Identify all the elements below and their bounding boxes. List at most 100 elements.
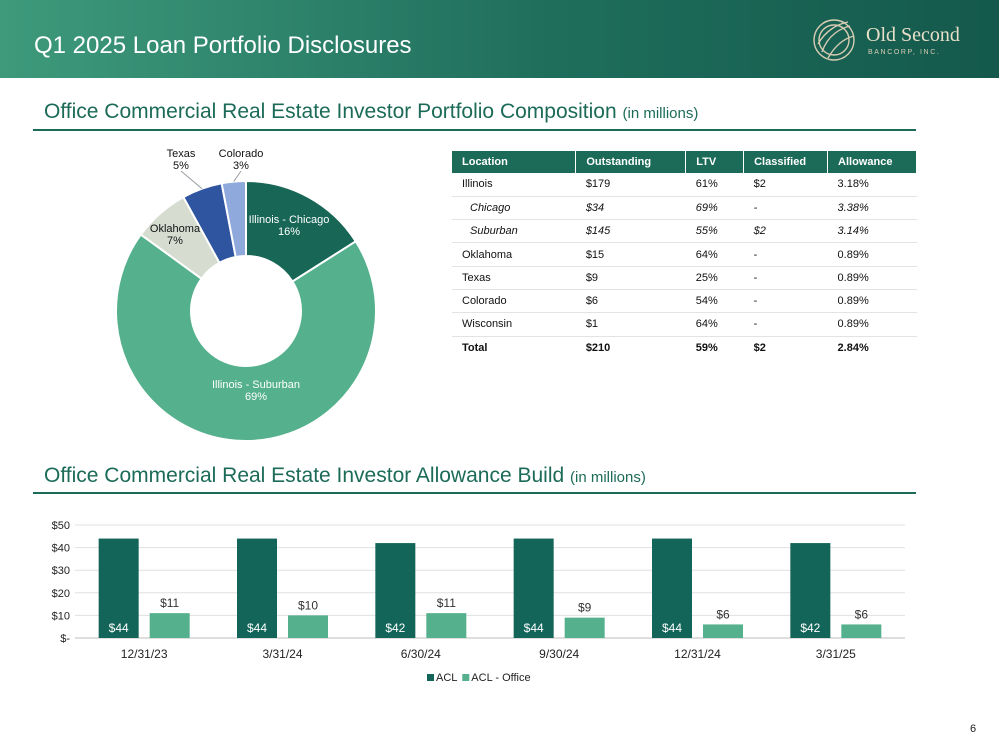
acl-office-bar <box>703 624 743 638</box>
table-header-cell: Outstanding <box>575 151 687 173</box>
table-cell: $145 <box>575 219 686 244</box>
bar-data-label: $11 <box>160 596 179 610</box>
acl-office-bar <box>149 613 190 638</box>
legend-swatch <box>427 674 434 681</box>
acl-office-bar <box>426 613 467 638</box>
x-tick-label: 12/31/23 <box>121 647 168 661</box>
y-tick-label: $40 <box>52 543 70 555</box>
y-tick-label: $30 <box>52 565 70 577</box>
table-cell: 3.18% <box>827 173 917 197</box>
table-row: Texas $9 25% -0.89% <box>452 266 917 290</box>
table-cell: 3.14% <box>827 219 917 244</box>
slice-label: Illinois - Chicago <box>249 214 330 226</box>
bar-data-label: $42 <box>385 621 405 635</box>
table-row: Illinois $179 61% $2 3.18% <box>452 173 917 197</box>
table-cell: $2 <box>743 173 828 197</box>
table-cell: - <box>743 289 828 314</box>
portfolio-composition-title-text: Office Commercial Real Estate Investor P… <box>44 100 617 123</box>
page-number: 6 <box>970 723 977 735</box>
section-divider <box>33 129 916 131</box>
portfolio-table: Location Outstanding LTV Classified Allowanc… <box>452 151 917 359</box>
table-cell: 0.89% <box>827 312 917 337</box>
bar-data-label: $44 <box>524 621 544 635</box>
acl-office-bar <box>288 615 328 638</box>
x-tick-label: 3/31/25 <box>816 647 856 661</box>
bar-data-label: $9 <box>578 601 592 615</box>
table-cell: $210 <box>585 341 611 354</box>
table-cell: 54% <box>685 289 744 314</box>
logo-mark-icon <box>813 19 855 61</box>
table-cell: 64% <box>685 242 744 267</box>
allowance-build-unit: (in millions) <box>570 469 646 486</box>
x-tick-label: 9/30/24 <box>539 647 579 661</box>
table-cell: - <box>743 196 828 221</box>
table-cell: $2 <box>743 219 828 244</box>
table-cell: $9 <box>575 266 686 290</box>
allowance-build-title-text: Office Commercial Real Estate Investor A… <box>44 464 565 487</box>
y-tick-label: $50 <box>52 520 70 532</box>
logo-subtitle: BANCORP, INC. <box>868 49 941 56</box>
table-cell: 55% <box>685 219 744 244</box>
table-row: Oklahoma $15 64% -0.89% <box>452 242 917 267</box>
table-header-row: Location Outstanding LTV Classified Allowanc… <box>452 151 917 173</box>
table-header-cell: Location <box>452 151 577 173</box>
legend-swatch <box>462 674 470 681</box>
bar-data-label: $44 <box>247 621 267 635</box>
table-cell: 2.84% <box>837 341 869 354</box>
slice-value-label: 3% <box>233 160 249 172</box>
logo-name: Old Second <box>866 24 960 46</box>
donut-slice <box>245 179 358 283</box>
slice-label: Colorado <box>219 148 264 160</box>
acl-bar <box>98 538 139 638</box>
table-cell: Colorado <box>452 289 576 314</box>
acl-office-bar <box>841 624 882 638</box>
donut-slice <box>115 233 377 442</box>
slice-label: Oklahoma <box>150 223 201 235</box>
table-cell: - <box>743 242 828 267</box>
table-cell: $1 <box>575 312 686 337</box>
slice-value-label: 69% <box>245 391 267 403</box>
acl-bar <box>237 538 277 638</box>
bar-data-label: $44 <box>662 621 682 635</box>
slice-label: Texas <box>167 148 196 160</box>
table-cell: Oklahoma <box>452 242 576 267</box>
allowance-build-title: Office Commercial Real Estate Investor A… <box>44 464 646 488</box>
table-cell: - <box>743 312 828 337</box>
table-cell: Chicago <box>452 196 576 221</box>
table-cell: 0.89% <box>827 242 917 267</box>
bar-data-label: $44 <box>109 621 129 635</box>
page-title: Q1 2025 Loan Portfolio Disclosures <box>34 32 412 59</box>
table-cell: 59% <box>695 341 718 354</box>
section-divider <box>33 492 916 494</box>
acl-bar <box>375 543 416 638</box>
table-row: Chicago $34 69% -3.38% <box>452 196 917 221</box>
x-tick-label: 12/31/24 <box>674 647 721 661</box>
legend-label: ACL - Office <box>471 672 530 684</box>
y-tick-label: $10 <box>52 610 70 622</box>
header-banner: Q1 2025 Loan Portfolio Disclosures Old S… <box>0 0 999 78</box>
bar-data-label: $10 <box>298 598 318 612</box>
table-cell: Texas <box>452 266 576 290</box>
table-row: Colorado $6 54% -0.89% <box>452 289 917 314</box>
table-cell: Total <box>462 341 488 354</box>
table-cell: $15 <box>575 242 686 267</box>
table-cell: - <box>743 266 828 290</box>
acl-bar <box>513 538 554 638</box>
bar-data-label: $6 <box>716 607 730 621</box>
table-cell: Illinois <box>452 173 576 197</box>
slice-label: Illinois - Suburban <box>212 379 300 391</box>
table-row: Total $210 59% $2 2.84% <box>452 336 917 359</box>
table-row: Suburban $145 55% $2 3.14% <box>452 219 917 244</box>
table-header-cell: Classified <box>743 151 829 173</box>
leader-line <box>233 170 242 182</box>
acl-bar <box>790 543 831 638</box>
table-cell: 0.89% <box>827 289 917 314</box>
bar-data-label: $42 <box>800 621 820 635</box>
slice-value-label: 5% <box>173 160 189 172</box>
leader-line <box>180 170 203 190</box>
table-cell: $6 <box>575 289 686 314</box>
legend-label: ACL <box>436 672 457 684</box>
company-logo: Old Second BANCORP, INC. <box>808 14 988 66</box>
table-cell: $179 <box>575 173 686 197</box>
